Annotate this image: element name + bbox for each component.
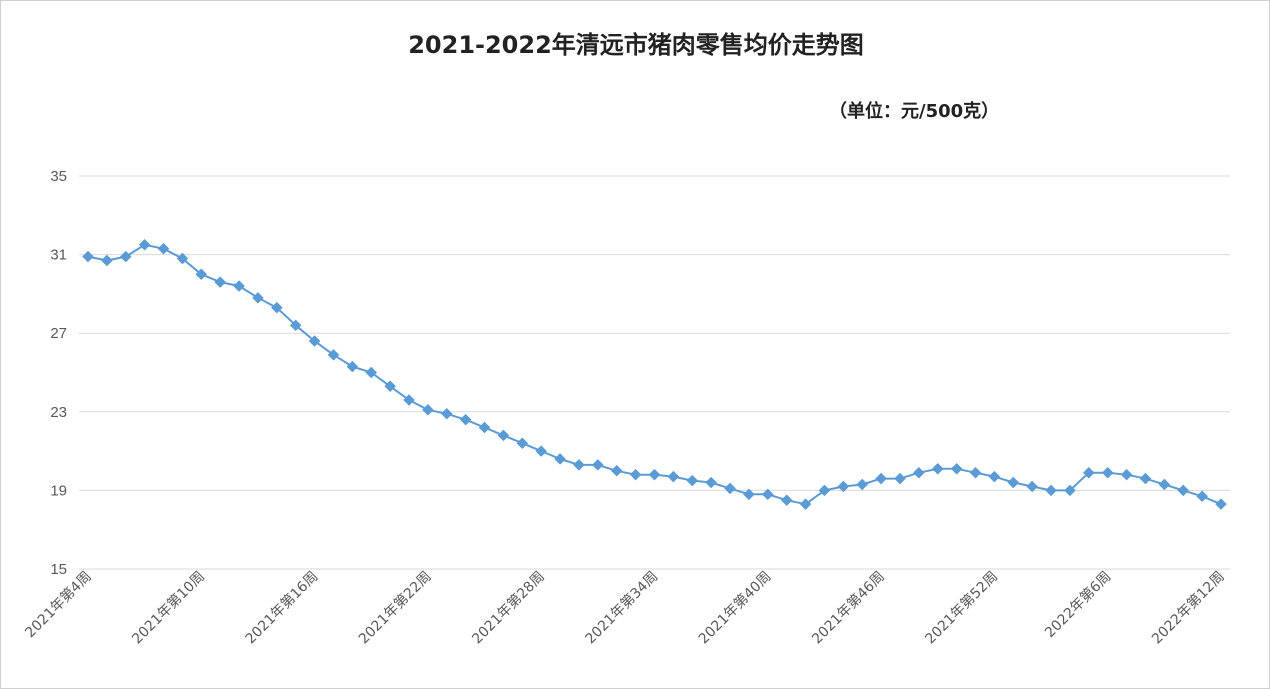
data-point xyxy=(422,403,434,416)
data-point xyxy=(1177,484,1190,497)
y-tick-label: 35 xyxy=(50,168,67,185)
data-point xyxy=(308,335,321,347)
x-tick-label: 2021年第34周 xyxy=(582,568,662,648)
data-point xyxy=(535,445,548,457)
data-point xyxy=(743,488,755,501)
data-point xyxy=(440,407,453,420)
x-tick-label: 2021年第22周 xyxy=(355,568,435,648)
data-point xyxy=(138,238,151,251)
y-tick-label: 31 xyxy=(50,247,67,264)
x-tick-label: 2021年第28周 xyxy=(469,568,549,648)
data-point xyxy=(1215,498,1227,511)
x-tick-label: 2022年第12周 xyxy=(1148,568,1228,648)
data-point xyxy=(629,468,642,481)
data-point xyxy=(1082,466,1095,479)
data-point xyxy=(648,468,661,481)
data-point xyxy=(233,280,245,292)
data-point xyxy=(270,301,283,314)
data-point xyxy=(403,394,415,406)
data-point xyxy=(346,360,359,373)
data-point xyxy=(724,482,736,495)
y-axis-tick-labels: 15 19 23 27 31 35 xyxy=(50,168,67,578)
data-point xyxy=(1158,478,1171,491)
y-tick-label: 27 xyxy=(50,325,67,342)
data-point xyxy=(252,291,264,304)
data-point xyxy=(837,480,850,493)
data-point xyxy=(214,276,227,288)
y-tick-label: 15 xyxy=(50,561,67,578)
data-point xyxy=(82,250,94,263)
data-point xyxy=(516,437,529,450)
x-tick-label: 2022年第6周 xyxy=(1041,568,1114,641)
data-point xyxy=(1139,472,1152,485)
data-point xyxy=(554,453,566,465)
data-point xyxy=(761,488,774,501)
data-point xyxy=(1196,490,1208,503)
data-point xyxy=(1101,466,1114,479)
x-tick-label: 2021年第40周 xyxy=(695,568,775,648)
data-point xyxy=(1045,484,1057,497)
data-point xyxy=(176,252,189,265)
data-point xyxy=(610,464,623,477)
y-tick-label: 23 xyxy=(50,404,67,421)
data-point xyxy=(1064,484,1076,497)
data-point xyxy=(913,466,925,479)
x-tick-label: 2021年第52周 xyxy=(922,568,1002,648)
data-point xyxy=(780,494,793,507)
x-tick-label: 2021年第10周 xyxy=(129,568,209,648)
data-point xyxy=(686,474,699,487)
data-point xyxy=(818,484,831,497)
data-point xyxy=(573,459,585,471)
data-point xyxy=(799,498,812,511)
series-line xyxy=(87,243,1222,506)
data-point xyxy=(875,472,887,485)
data-point xyxy=(384,380,396,393)
data-point xyxy=(289,319,302,332)
gridlines xyxy=(79,175,1230,570)
data-point xyxy=(327,348,340,361)
data-point xyxy=(894,472,906,485)
x-tick-label: 2021年第16周 xyxy=(242,568,322,648)
data-point xyxy=(478,421,491,434)
data-point xyxy=(101,254,113,267)
data-point xyxy=(459,413,472,426)
data-point xyxy=(497,429,510,442)
x-axis-tick-labels: 2021年第4周 2021年第10周 2021年第16周 2021年第22周 2021年… xyxy=(22,568,1228,648)
chart-subtitle: （单位：元/500克） xyxy=(829,101,1000,122)
data-point xyxy=(195,268,208,281)
x-tick-label: 2021年第46周 xyxy=(808,568,888,648)
data-point xyxy=(1007,476,1020,489)
data-point xyxy=(856,478,869,491)
data-point xyxy=(365,366,378,379)
series-line-path xyxy=(87,243,1222,506)
data-point xyxy=(705,476,718,489)
data-point xyxy=(157,242,170,255)
chart-title: 2021-2022年清远市猪肉零售均价走势图 xyxy=(408,31,864,59)
data-point xyxy=(119,250,132,263)
series-points xyxy=(82,238,1227,511)
data-point xyxy=(931,462,944,475)
y-tick-label: 19 xyxy=(50,482,67,499)
data-point xyxy=(950,462,963,475)
data-point xyxy=(1026,480,1039,493)
data-point xyxy=(591,459,604,471)
data-point xyxy=(969,466,982,479)
data-point xyxy=(1120,468,1133,481)
data-point xyxy=(667,470,680,483)
x-tick-label: 2021年第4周 xyxy=(22,568,95,641)
data-point xyxy=(988,470,1001,483)
